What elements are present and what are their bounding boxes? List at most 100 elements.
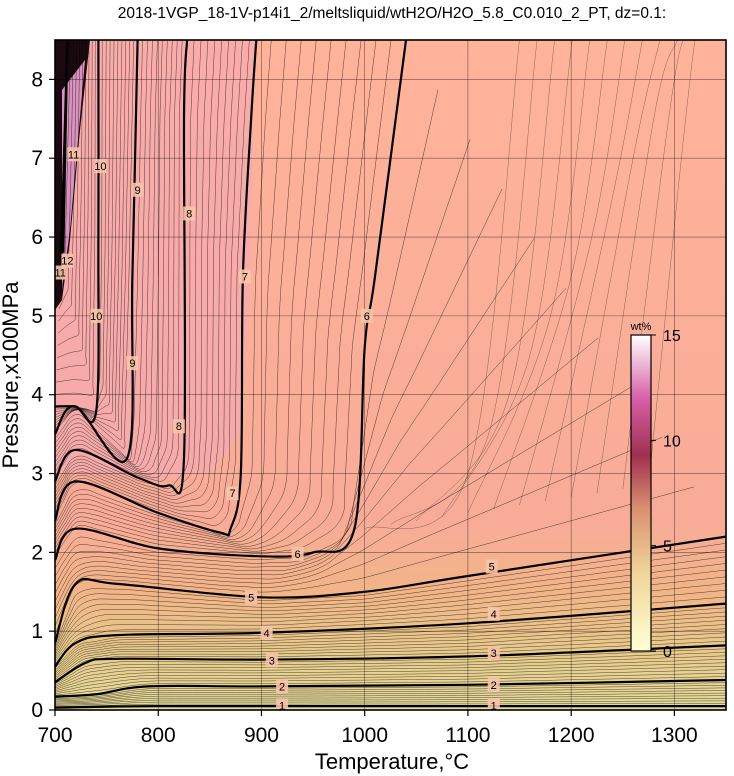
contour-label-box <box>94 159 107 174</box>
contour-label-7: 7 <box>242 271 248 283</box>
contour-line-10 <box>55 40 100 424</box>
contour-label-box <box>260 625 273 640</box>
minor-contour-line <box>55 40 158 468</box>
major-contour-lines <box>55 40 726 709</box>
minor-contour-line <box>55 40 202 493</box>
contour-label-box <box>172 419 185 434</box>
contour-line-7 <box>55 40 258 537</box>
contour-label-9: 9 <box>129 358 135 370</box>
contour-label-box <box>61 253 74 268</box>
minor-contour-line <box>55 40 143 460</box>
y-tick-label: 1 <box>31 620 43 643</box>
contour-label-6: 6 <box>364 311 370 323</box>
minor-contour-line <box>55 40 236 513</box>
x-tick-label: 700 <box>37 724 72 747</box>
minor-contour-line <box>55 486 695 635</box>
y-tick-label: 2 <box>31 541 43 564</box>
minor-contour-line <box>55 40 111 416</box>
contour-label-10: 10 <box>94 161 106 173</box>
contour-label-box <box>55 265 67 280</box>
minor-contour-line <box>55 238 535 594</box>
plot-frame <box>54 39 727 711</box>
minor-contour-line <box>55 556 726 651</box>
minor-contour-line <box>55 40 130 440</box>
minor-contour-line <box>55 672 726 695</box>
contour-label-box <box>90 308 103 323</box>
high-pressure-pink-region <box>55 40 255 480</box>
minor-contour-line <box>55 563 726 653</box>
contour-label-4: 4 <box>491 609 497 621</box>
contour-label-11: 11 <box>68 149 79 161</box>
contour-label-2: 2 <box>491 680 497 692</box>
y-axis-title: Pressure,x100MPa <box>0 281 23 469</box>
minor-contour-line <box>55 40 153 465</box>
minor-contour-line <box>55 40 134 449</box>
contour-label-box <box>487 646 500 661</box>
minor-contour-line <box>55 40 317 543</box>
contour-label-4: 4 <box>264 628 270 640</box>
minor-contour-line <box>55 684 726 700</box>
minor-contour-line <box>55 188 503 586</box>
contour-label-1: 1 <box>279 700 285 712</box>
contour-label-8: 8 <box>186 208 192 220</box>
y-tick-label: 4 <box>31 384 43 407</box>
contour-label-box <box>360 308 373 323</box>
x-tick-label: 1300 <box>651 724 698 747</box>
minor-contour-line <box>55 40 148 463</box>
y-tick-label: 0 <box>31 699 43 722</box>
y-tick-label: 3 <box>31 463 43 486</box>
colorbar-tick-label: 10 <box>663 433 681 450</box>
colorbar-tick-label: 0 <box>663 644 672 661</box>
minor-contour-line <box>55 695 726 704</box>
x-axis-ticks: 700 800 900 1000 1100 1200 1300 <box>37 710 698 747</box>
minor-contour-line <box>55 652 726 686</box>
minor-contour-line <box>55 576 726 658</box>
minor-contour-line <box>55 687 726 701</box>
contour-label-box <box>487 677 500 692</box>
contour-line-12 <box>62 40 69 253</box>
minor-contour-line <box>545 40 643 502</box>
minor-contour-line <box>55 40 302 540</box>
contour-label-box <box>291 546 304 561</box>
minor-contour-lines <box>55 40 726 707</box>
minor-contour-line <box>55 40 250 526</box>
cold-corner-pink-band <box>62 60 85 290</box>
minor-contour-line <box>55 690 726 702</box>
minor-contour-line <box>55 40 123 424</box>
minor-contour-line <box>55 40 127 431</box>
minor-contour-line <box>55 569 726 655</box>
minor-contour-line <box>55 648 726 684</box>
minor-contour-line <box>55 636 726 680</box>
x-tick-label: 900 <box>244 724 279 747</box>
minor-contour-line <box>55 40 173 475</box>
contour-label-box <box>245 590 258 605</box>
contour-label-12: 12 <box>61 256 73 268</box>
minor-contour-line <box>55 589 726 663</box>
contour-label-box <box>487 698 500 710</box>
minor-contour-line <box>55 703 726 707</box>
contour-label-8: 8 <box>176 421 182 433</box>
y-tick-label: 5 <box>31 305 43 328</box>
contour-label-2: 2 <box>279 681 285 693</box>
contour-line-3 <box>55 644 726 684</box>
colorbar-tick-label: 5 <box>663 539 672 556</box>
minor-contour-line <box>55 40 93 383</box>
contour-label-7: 7 <box>229 488 235 500</box>
minor-contour-line <box>57 40 84 346</box>
contour-line-8 <box>55 40 189 495</box>
contour-label-box <box>276 679 289 694</box>
contour-label-9: 9 <box>135 185 141 197</box>
minor-contour-line <box>55 40 163 470</box>
minor-contour-line <box>55 676 726 696</box>
minor-contour-line <box>55 40 229 508</box>
minor-contour-line <box>56 40 87 358</box>
x-axis-title: Temperature,°C <box>315 749 469 774</box>
contour-label-3: 3 <box>491 648 497 660</box>
minor-contour-line <box>55 549 726 648</box>
minor-contour-line <box>55 139 471 577</box>
minor-contour-line <box>55 658 726 689</box>
minor-contour-line <box>55 662 726 690</box>
minor-contour-line <box>55 437 663 627</box>
contour-label-box <box>487 606 500 621</box>
